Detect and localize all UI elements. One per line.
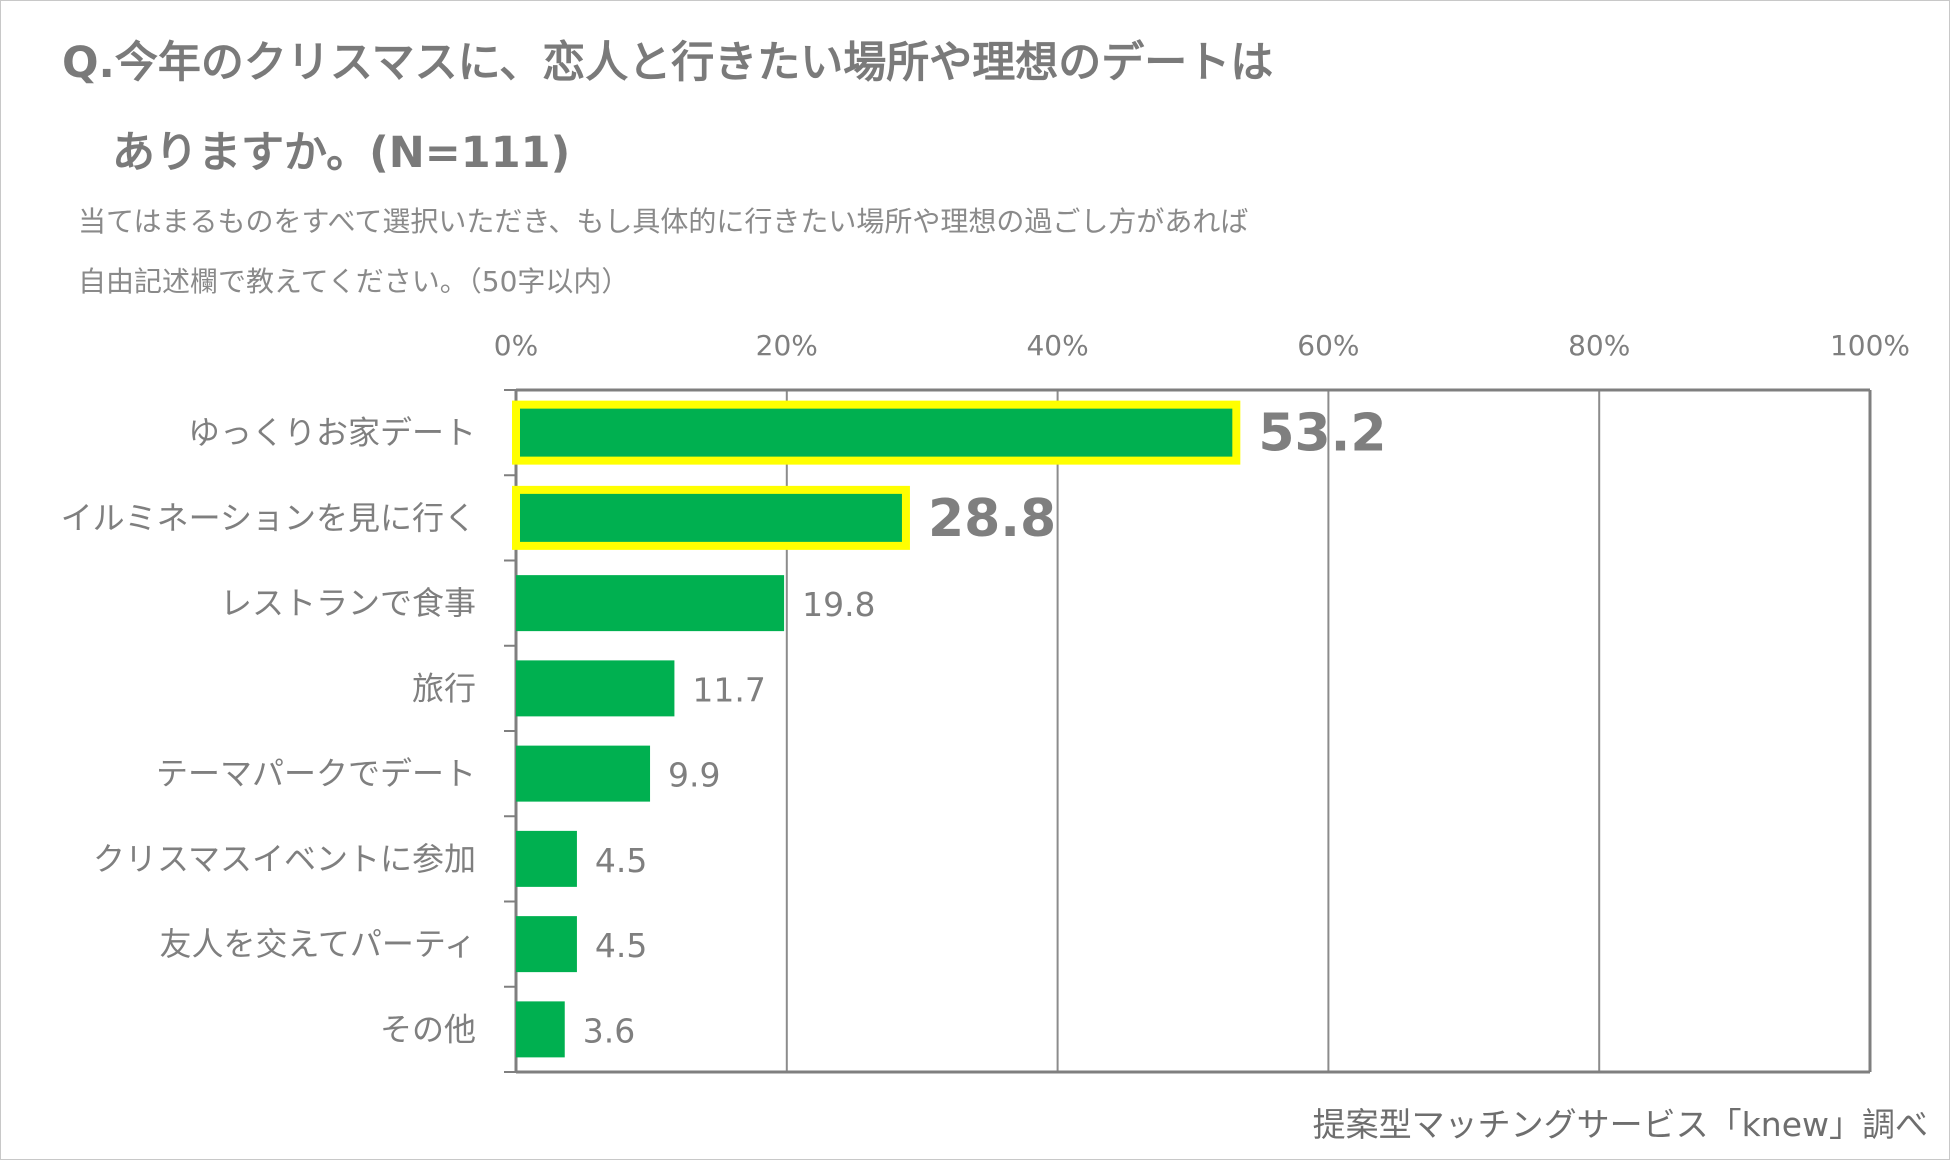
value-label: 3.6 [583,1011,635,1050]
x-tick-label: 20% [756,329,818,362]
category-label: ゆっくりお家デート [188,414,476,452]
value-label: 53.2 [1258,404,1386,464]
category-label: レストランで食事 [220,584,476,622]
bar [516,830,577,887]
chart-subtitle-line2: 自由記述欄で教えてください。（50字以内） [78,265,630,298]
bar [516,575,785,632]
category-label: 友人を交えてパーティ [160,925,476,963]
value-label: 19.8 [802,585,875,624]
value-label: 11.7 [692,670,765,709]
x-tick-label: 80% [1568,329,1630,362]
category-label: テーマパークでデート [156,755,476,793]
category-label: イルミネーションを見に行く [61,499,476,537]
chart-title-line2: ありますか。(N=111) [112,128,571,178]
value-label: 28.8 [928,489,1056,549]
x-tick-label: 0% [494,329,538,362]
bar [516,745,651,802]
value-label: 4.5 [595,926,647,965]
category-label: クリスマスイベントに参加 [93,840,476,878]
x-tick-label: 60% [1297,329,1359,362]
category-label: 旅行 [412,669,476,707]
value-label: 9.9 [668,756,720,795]
bar [516,916,577,973]
bar [516,660,675,717]
category-label: その他 [380,1010,476,1048]
source-note: 提案型マッチングサービス「knew」調べ [1312,1105,1928,1144]
bar [512,485,910,550]
chart-title-line1: Q.今年のクリスマスに、恋人と行きたい場所や理想のデートは [62,38,1274,88]
bar [512,400,1241,465]
x-tick-label: 100% [1830,329,1910,362]
x-tick-label: 40% [1026,329,1088,362]
bar [516,1001,565,1058]
chart-subtitle-line1: 当てはまるものをすべて選択いただき、もし具体的に行きたい場所や理想の過ごし方があ… [78,205,1249,238]
value-label: 4.5 [595,841,647,880]
